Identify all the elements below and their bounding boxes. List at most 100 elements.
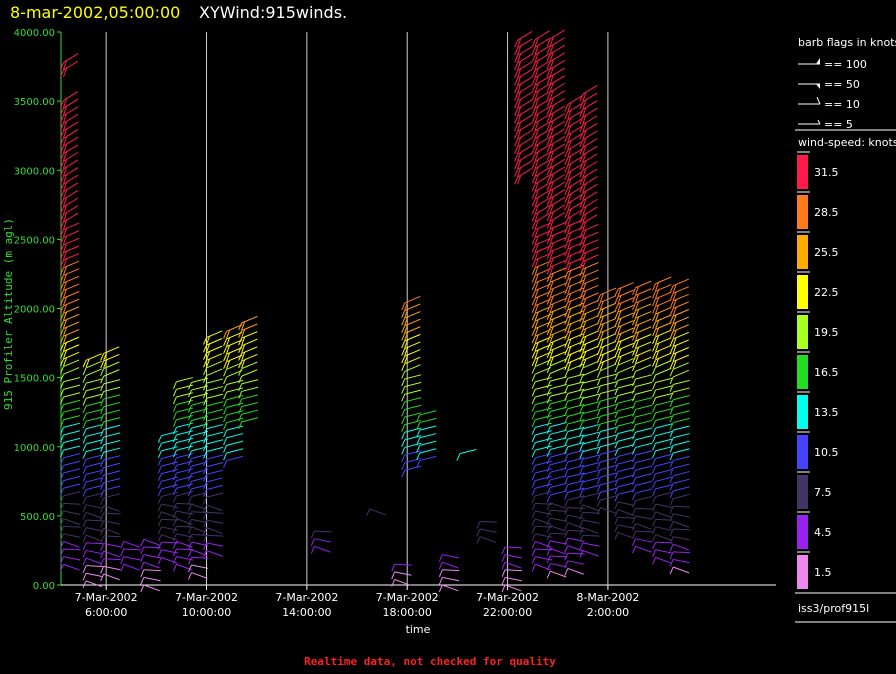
wind-barb-tick bbox=[564, 560, 569, 569]
wind-barb-tick bbox=[564, 279, 569, 287]
wind-barb-tick bbox=[60, 450, 64, 458]
wind-barb-shaft bbox=[85, 527, 103, 532]
wind-barb-shaft bbox=[673, 463, 690, 469]
wind-barb-tick bbox=[549, 189, 554, 199]
wind-barb-shaft bbox=[567, 148, 583, 159]
wind-barb-tick bbox=[82, 504, 87, 513]
wind-barb-tick bbox=[60, 457, 64, 466]
wind-barb-shaft bbox=[504, 554, 522, 559]
wind-barb-tick bbox=[614, 433, 619, 441]
y-tick-label-0: 0.00 bbox=[33, 581, 55, 592]
wind-barb-tick bbox=[652, 503, 657, 512]
wind-barb-shaft bbox=[535, 415, 552, 421]
wind-barb-shaft bbox=[534, 121, 550, 132]
wind-barb-shaft bbox=[517, 137, 533, 148]
wind-barb-shaft bbox=[567, 522, 584, 530]
wind-barb-tick bbox=[582, 115, 587, 125]
wind-barb-tick bbox=[438, 561, 443, 570]
wind-barb-tick bbox=[391, 579, 396, 587]
wind-barb-tick bbox=[157, 534, 162, 542]
wind-barb-tick bbox=[546, 205, 551, 214]
wind-barb-shaft bbox=[617, 358, 634, 366]
wind-barb-shaft bbox=[655, 367, 672, 376]
wind-barb-tick bbox=[549, 67, 554, 77]
wind-barb-shaft bbox=[582, 401, 600, 407]
wind-barb-tick bbox=[100, 512, 105, 521]
wind-barb-shaft bbox=[655, 526, 673, 531]
wind-barb-tick bbox=[549, 128, 554, 138]
wind-barb-tick bbox=[546, 342, 551, 351]
wind-barb-tick bbox=[614, 296, 619, 304]
wind-barb-tick bbox=[669, 300, 674, 309]
wind-barb-tick bbox=[564, 226, 569, 234]
wind-barb-tick bbox=[596, 385, 601, 394]
wind-barb-tick bbox=[60, 556, 64, 564]
wind-barb-shaft bbox=[582, 519, 600, 524]
wind-barb-tick bbox=[187, 488, 192, 497]
wind-barb-shaft bbox=[143, 561, 160, 569]
wind-barb-tick bbox=[652, 321, 657, 329]
wind-barb-tick bbox=[157, 465, 162, 474]
wind-barb-tick bbox=[501, 561, 506, 570]
wind-barb-shaft bbox=[635, 515, 653, 520]
wind-barb-shaft bbox=[550, 563, 567, 568]
wind-barb-tick bbox=[531, 130, 536, 139]
wind-barb-tick bbox=[579, 223, 584, 231]
wind-barb-shaft bbox=[549, 158, 565, 169]
wind-barb-shaft bbox=[617, 451, 635, 457]
wind-barb-tick bbox=[531, 123, 536, 131]
wind-barb-tick bbox=[546, 525, 551, 533]
wind-barb-tick bbox=[100, 421, 105, 430]
wind-barb-tick bbox=[546, 472, 551, 480]
wind-barb-tick bbox=[546, 236, 551, 244]
wind-barb-tick bbox=[100, 360, 105, 369]
wind-barb-tick bbox=[103, 359, 108, 369]
wind-barb-tick bbox=[531, 168, 536, 177]
wind-barb-shaft bbox=[63, 445, 81, 451]
wind-barb-tick bbox=[100, 383, 105, 392]
wind-barb-shaft bbox=[103, 462, 121, 468]
wind-barb-tick bbox=[614, 364, 619, 373]
wind-barb-tick bbox=[60, 282, 64, 291]
wind-barb-tick bbox=[514, 161, 519, 170]
wind-profile-19 bbox=[501, 546, 523, 593]
wind-barb-shaft bbox=[617, 282, 634, 290]
wind-barb-tick bbox=[60, 411, 64, 420]
wind-barb-tick bbox=[238, 338, 243, 346]
wind-barb-tick bbox=[223, 353, 228, 362]
wind-barb-tick bbox=[579, 147, 584, 155]
wind-barb-tick bbox=[546, 183, 551, 191]
wind-barb-tick bbox=[401, 355, 406, 364]
wind-barb-shaft bbox=[567, 373, 585, 379]
color-swatch-5 bbox=[797, 355, 808, 389]
wind-barb-shaft bbox=[63, 144, 79, 155]
wind-barb-shaft bbox=[534, 53, 550, 63]
wind-barb-tick bbox=[157, 519, 162, 527]
wind-barb-shaft bbox=[404, 419, 422, 426]
wind-barb-tick bbox=[579, 124, 584, 132]
wind-barb-tick bbox=[223, 391, 228, 400]
wind-barb-shaft bbox=[617, 516, 635, 519]
wind-barb-tick bbox=[549, 136, 554, 145]
wind-barb-tick bbox=[531, 259, 536, 268]
wind-barb-tick bbox=[172, 434, 177, 443]
wind-barb-shaft bbox=[635, 356, 652, 365]
wind-barb-tick bbox=[546, 46, 551, 54]
wind-barb-shaft bbox=[635, 364, 652, 372]
wind-barb-tick bbox=[579, 208, 584, 216]
x-tick-label-time-3: 18:00:00 bbox=[383, 606, 432, 619]
wind-barb-tick bbox=[579, 550, 584, 558]
wind-barb-tick bbox=[82, 474, 87, 482]
wind-barb-tick bbox=[546, 69, 551, 77]
wind-barb-shaft bbox=[534, 30, 550, 41]
wind-barb-tick bbox=[635, 286, 639, 295]
wind-barb-tick bbox=[531, 556, 536, 564]
wind-barb-tick bbox=[100, 444, 105, 452]
wind-barb-tick bbox=[579, 306, 584, 315]
wind-barb-shaft bbox=[534, 75, 550, 86]
wind-barb-tick bbox=[599, 293, 604, 302]
wind-barb-shaft bbox=[549, 189, 565, 200]
x-tick-label-date-0: 7-Mar-2002 bbox=[75, 591, 138, 604]
wind-barb-shaft bbox=[567, 495, 585, 501]
wind-barb-tick bbox=[100, 535, 105, 544]
